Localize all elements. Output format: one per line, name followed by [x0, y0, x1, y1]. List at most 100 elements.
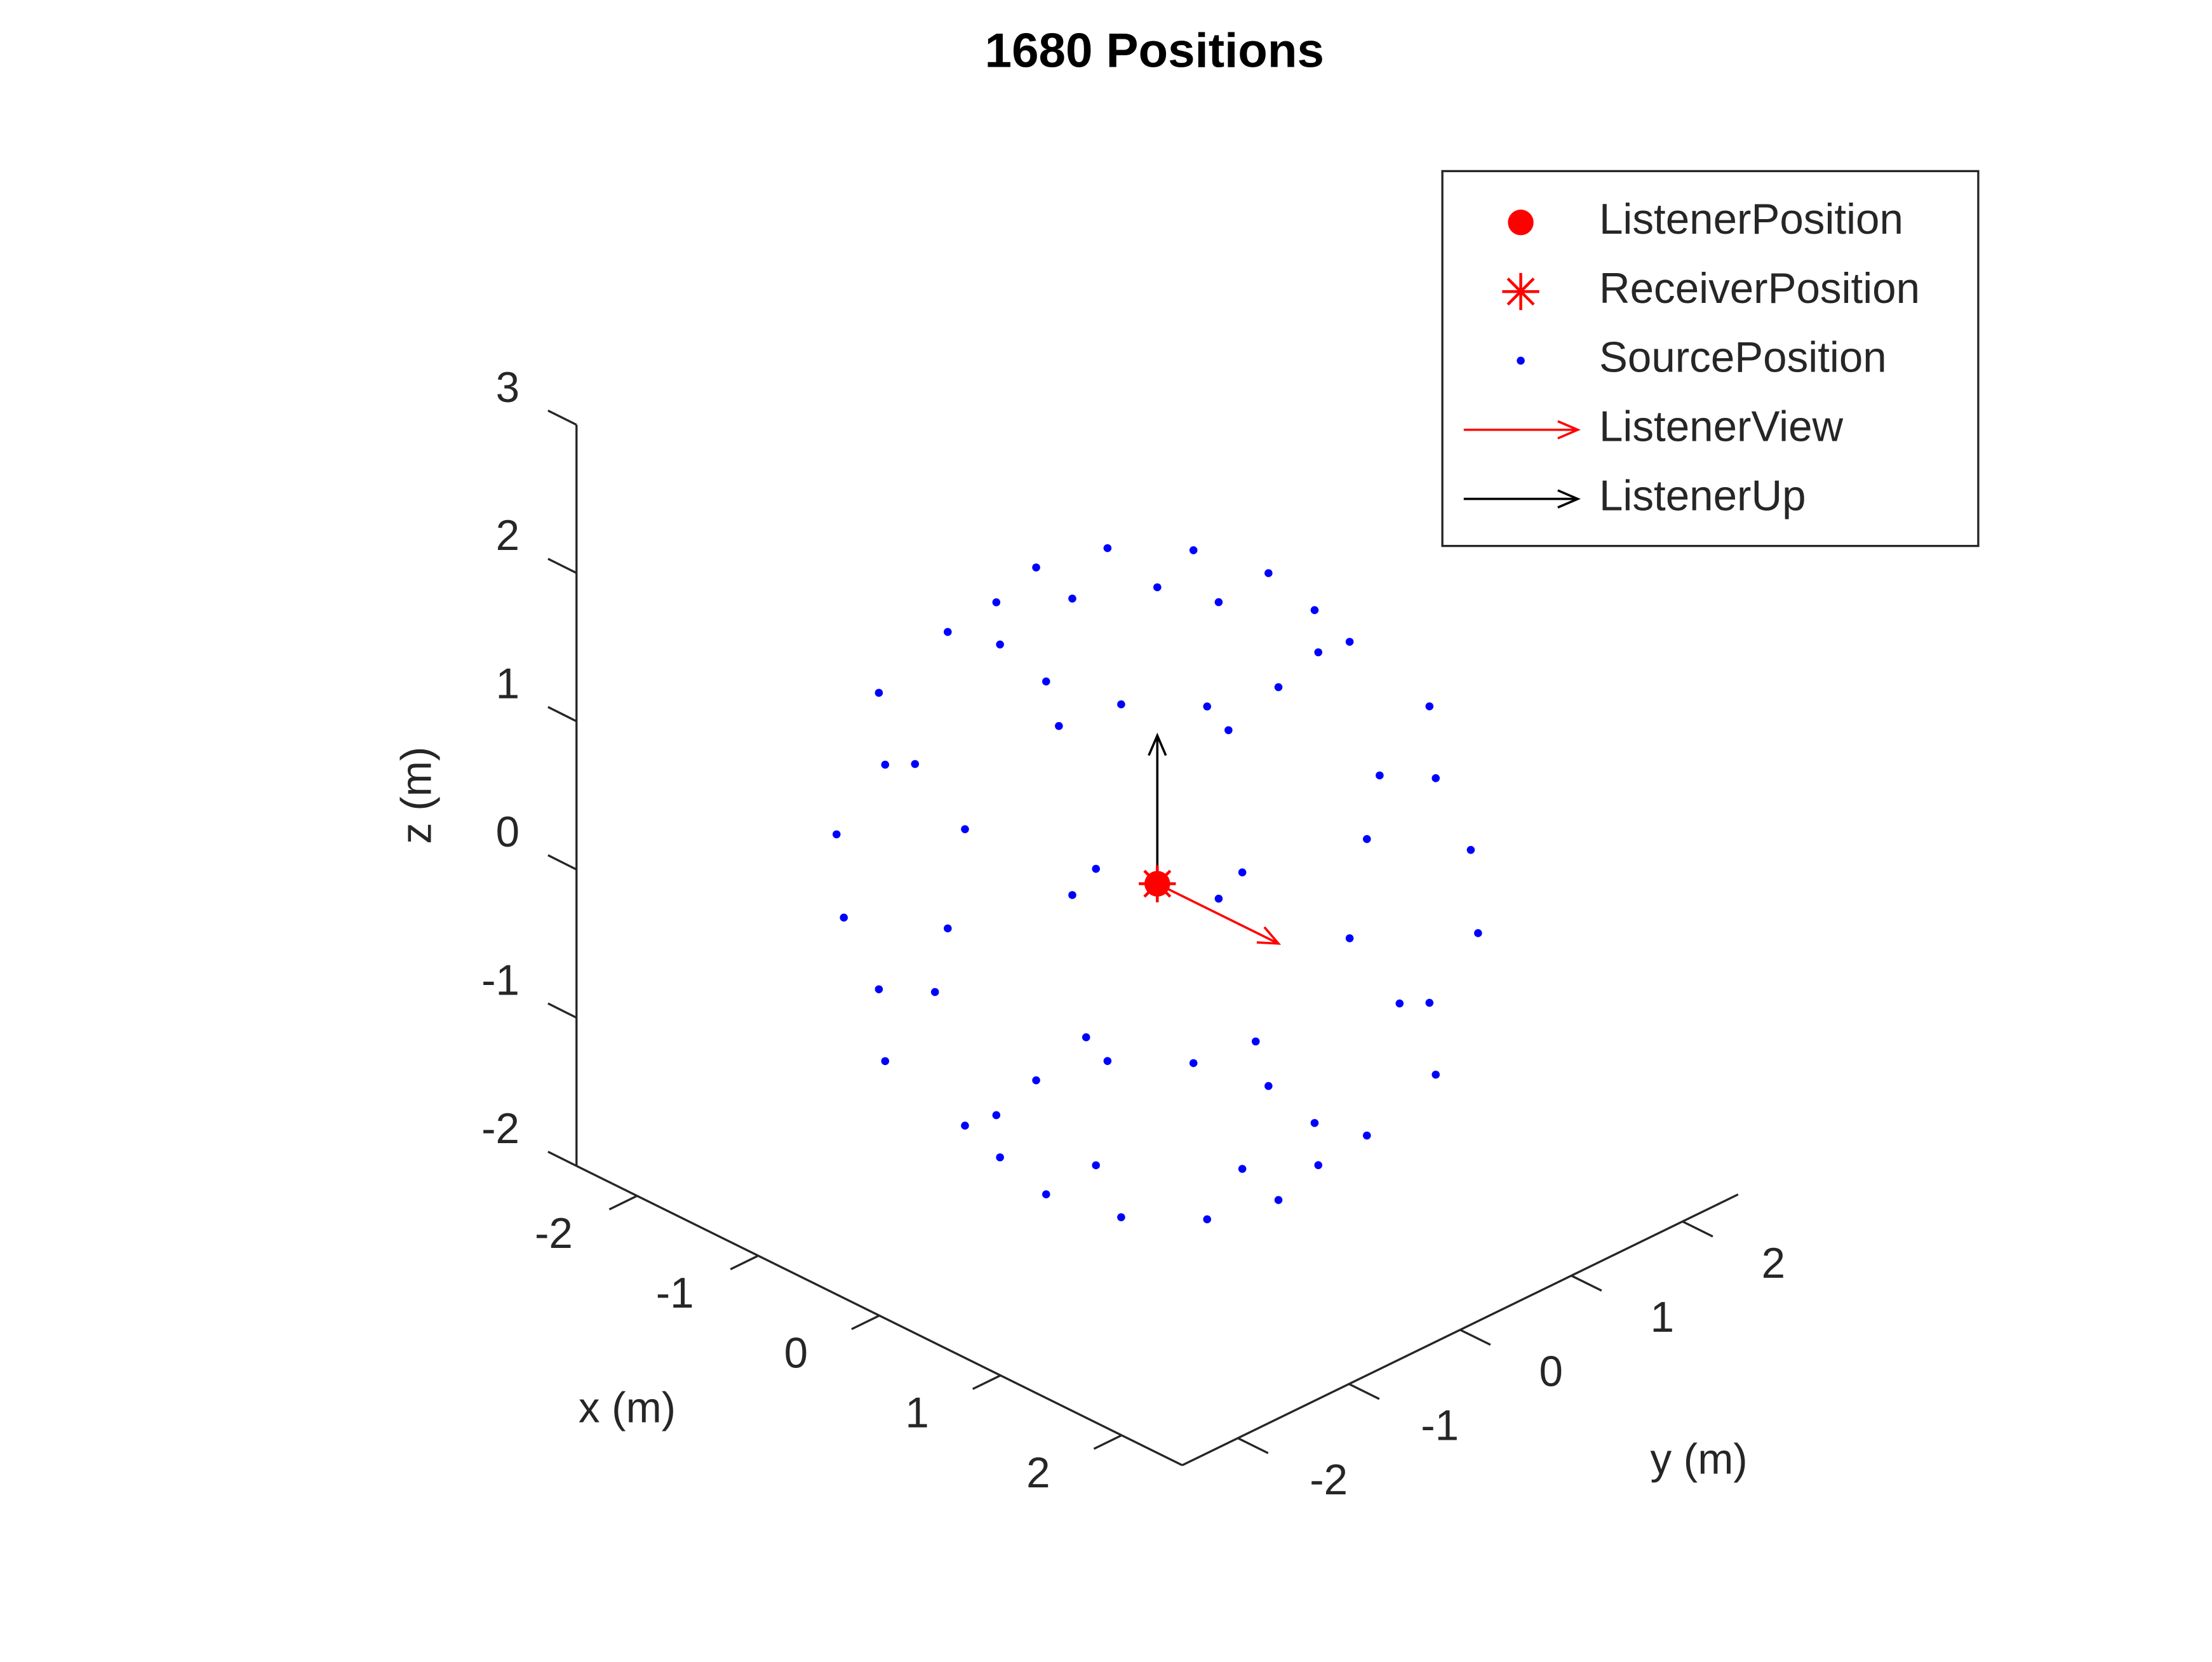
- x-tick-label: -1: [656, 1270, 694, 1317]
- source-point: [996, 1153, 1004, 1162]
- source-point: [1274, 1196, 1283, 1204]
- source-point: [1042, 1190, 1050, 1198]
- source-point: [1431, 1070, 1440, 1079]
- source-point: [1314, 1161, 1323, 1169]
- legend-label: ListenerPosition: [1599, 196, 1903, 243]
- source-point: [943, 627, 952, 636]
- source-point: [840, 913, 848, 922]
- source-point: [881, 1057, 890, 1066]
- x-tick-label: 0: [784, 1329, 808, 1377]
- x-tick: [1093, 1434, 1122, 1450]
- source-point: [992, 1111, 1001, 1120]
- source-point: [1395, 999, 1404, 1008]
- source-point: [1042, 677, 1050, 686]
- source-point: [1214, 598, 1223, 606]
- source-point: [1363, 834, 1371, 843]
- source-point: [961, 825, 969, 833]
- legend-label: ListenerView: [1599, 403, 1844, 451]
- source-point: [1264, 569, 1273, 577]
- z-tick: [547, 409, 577, 426]
- source-point: [1310, 606, 1319, 614]
- source-point: [1363, 1131, 1371, 1140]
- source-point: [1345, 934, 1354, 942]
- z-tick: [547, 706, 577, 723]
- x-tick-label: -2: [535, 1210, 573, 1257]
- y-tick: [1348, 1383, 1380, 1400]
- source-point: [1376, 771, 1384, 780]
- z-tick: [547, 558, 577, 574]
- y-tick: [1682, 1220, 1713, 1238]
- x-tick: [730, 1254, 759, 1271]
- y-tick: [1237, 1437, 1269, 1454]
- y-tick-label: 1: [1651, 1294, 1674, 1341]
- z-tick: [547, 1002, 577, 1019]
- source-point: [1238, 868, 1247, 877]
- source-point: [881, 760, 890, 769]
- source-point: [875, 985, 883, 994]
- legend: ListenerPosition ReceiverPosition SourcePo…: [1441, 170, 1980, 547]
- z-tick-label: -2: [481, 1105, 519, 1153]
- source-point: [1203, 1215, 1212, 1224]
- y-tick: [1459, 1329, 1491, 1346]
- receiver-marker: [1139, 865, 1176, 902]
- source-point: [1153, 583, 1162, 592]
- legend-label: SourcePosition: [1599, 334, 1887, 382]
- legend-label: ReceiverPosition: [1599, 265, 1920, 312]
- chart-title: 1680 Positions: [985, 24, 1324, 78]
- source-point: [875, 688, 883, 697]
- x-tick: [851, 1315, 880, 1330]
- x-axis-label: x (m): [579, 1384, 676, 1432]
- y-axis-label: y (m): [1650, 1435, 1747, 1483]
- source-point: [1203, 702, 1212, 711]
- z-axis-label: z (m): [393, 747, 441, 844]
- source-point: [943, 924, 952, 933]
- source-point: [1189, 1059, 1198, 1068]
- source-point: [1082, 1033, 1090, 1042]
- legend-arrow: [1463, 489, 1581, 509]
- source-point: [1189, 546, 1198, 554]
- source-point: [961, 1122, 969, 1130]
- source-point: [1103, 544, 1112, 553]
- x-tick: [972, 1374, 1002, 1390]
- z-tick: [547, 1150, 577, 1167]
- source-point: [1068, 594, 1076, 603]
- source-point: [1474, 929, 1482, 937]
- receiver-marker: [1502, 272, 1539, 311]
- x-tick-label: 2: [1026, 1449, 1050, 1497]
- source-point: [832, 830, 841, 839]
- source-point: [1466, 845, 1475, 854]
- source-point: [1092, 864, 1100, 873]
- source-point: [1425, 998, 1434, 1007]
- y-tick-label: 0: [1539, 1348, 1563, 1395]
- source-point: [996, 640, 1004, 649]
- source-point: [1251, 1037, 1260, 1046]
- source-point: [1117, 1213, 1125, 1221]
- y-tick: [1571, 1275, 1602, 1292]
- source-point: [1264, 1082, 1273, 1090]
- source-point: [1032, 563, 1040, 572]
- y-tick-label: 2: [1762, 1240, 1785, 1287]
- arrow: [1156, 882, 1282, 945]
- source-point: [1032, 1076, 1040, 1085]
- source-point: [1103, 1057, 1112, 1065]
- source-point: [1092, 1161, 1100, 1170]
- source-point: [1425, 702, 1434, 711]
- y-tick-label: -2: [1310, 1456, 1348, 1504]
- source-point: [1055, 721, 1063, 730]
- arrow: [1148, 732, 1167, 884]
- source-point: [1238, 1165, 1247, 1173]
- z-tick-label: 1: [496, 660, 519, 708]
- legend-box: [1441, 170, 1980, 547]
- source-point: [1517, 356, 1525, 365]
- source-point: [1274, 683, 1283, 692]
- z-tick-label: 3: [496, 364, 519, 412]
- source-point: [1345, 638, 1354, 646]
- source-point: [930, 988, 939, 996]
- source-point: [1310, 1118, 1319, 1127]
- y-tick-label: -1: [1421, 1402, 1459, 1450]
- source-point: [1214, 894, 1223, 903]
- source-point: [992, 598, 1001, 606]
- source-point: [911, 760, 920, 768]
